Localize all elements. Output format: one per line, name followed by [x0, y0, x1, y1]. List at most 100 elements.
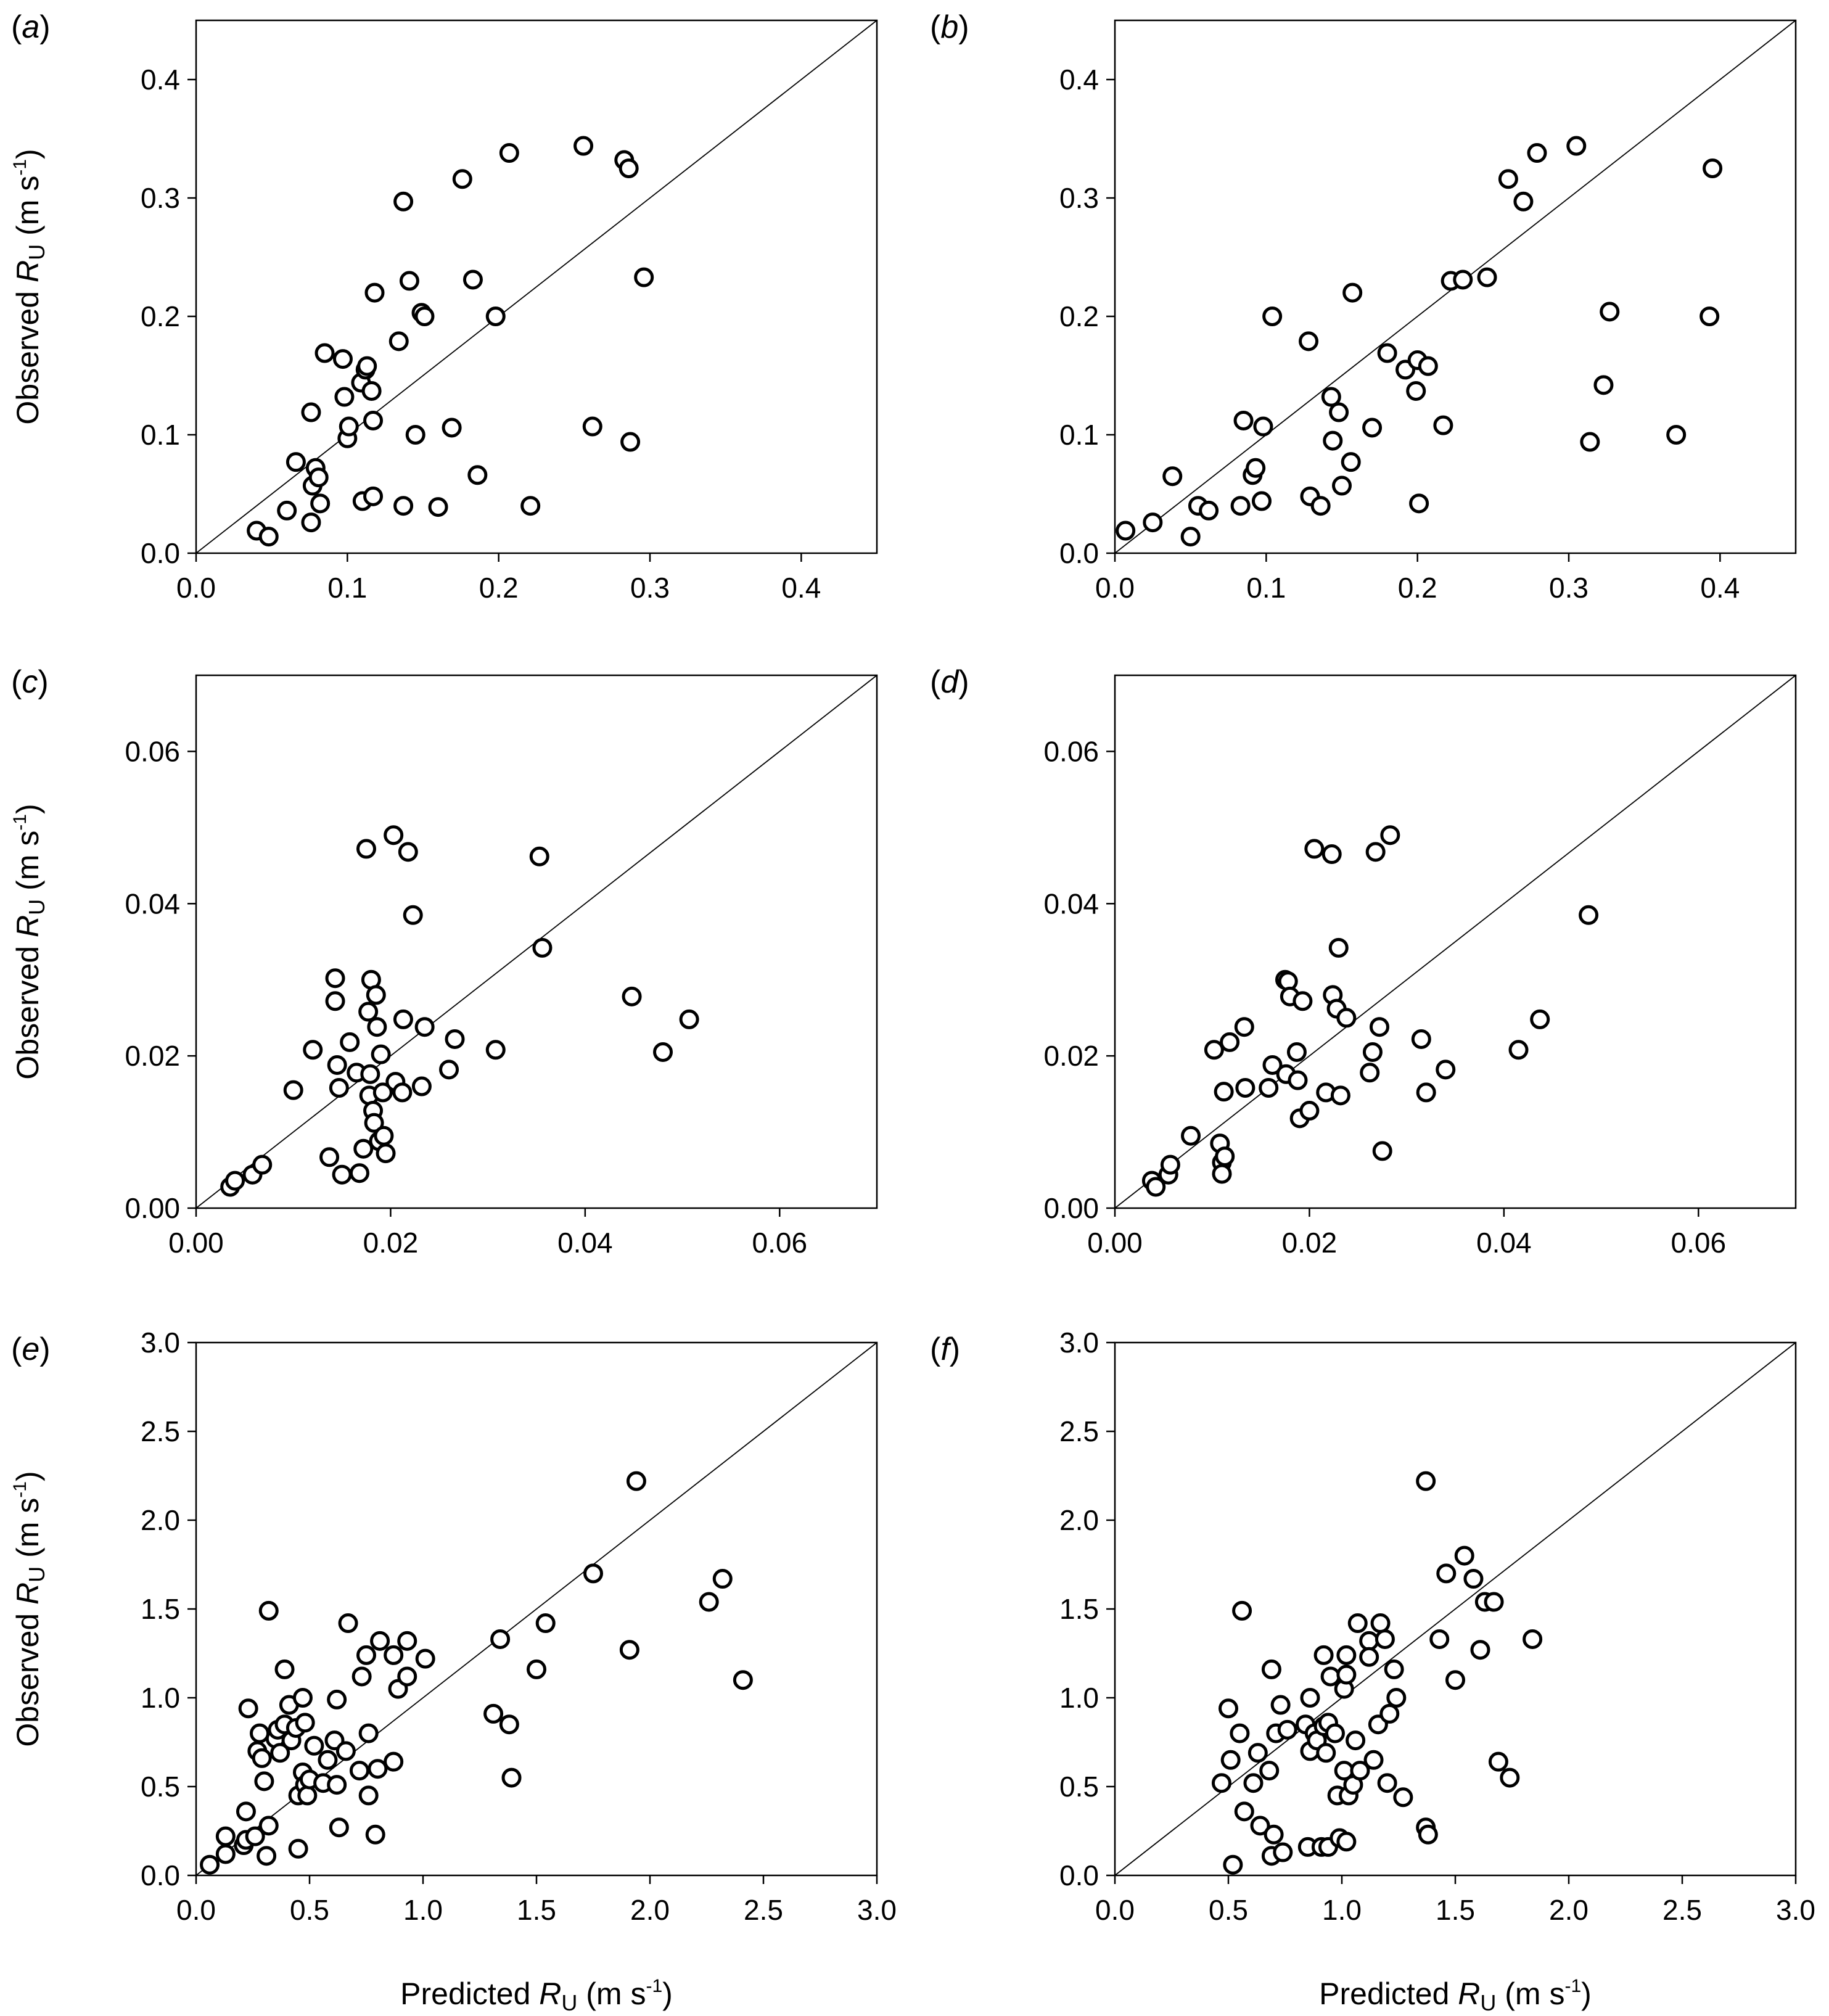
x-tick-label: 0.00 [1087, 1227, 1143, 1259]
data-point [301, 402, 321, 422]
data-point [1593, 375, 1614, 395]
data-point [358, 1785, 379, 1806]
data-point [318, 1750, 338, 1770]
x-tick-label: 0.02 [1282, 1227, 1338, 1259]
data-point [368, 1759, 388, 1779]
x-tick-label: 0.04 [557, 1227, 613, 1259]
data-point [245, 1826, 265, 1846]
data-point [1235, 1077, 1256, 1098]
data-point [301, 512, 321, 533]
data-point [1523, 1629, 1543, 1649]
data-point [295, 1713, 315, 1733]
x-tick-label: 0.04 [1476, 1227, 1532, 1259]
panel-label: (d) [930, 664, 969, 700]
data-point [414, 1017, 435, 1037]
x-tick-label: 3.0 [1776, 1894, 1815, 1926]
data-point [365, 1824, 385, 1845]
data-point [1232, 1600, 1252, 1621]
data-point [1230, 1723, 1250, 1743]
panel-d: 0.00 0.02 0.04 0.06 0.00 0.02 0.04 0.06 (d) [930, 664, 1797, 1259]
data-point [1347, 1613, 1368, 1634]
data-point [329, 1817, 349, 1838]
data-point [334, 387, 355, 407]
x-tick-label: 0.00 [168, 1227, 224, 1259]
y-tick-label: 0.3 [141, 182, 180, 214]
data-point [679, 1009, 699, 1029]
data-point [1488, 1751, 1508, 1772]
data-point [1247, 1743, 1268, 1763]
data-point [270, 1743, 290, 1763]
data-point [308, 467, 329, 488]
x-tick-label: 0.2 [1398, 572, 1437, 604]
data-point [363, 486, 384, 506]
data-point [1508, 1040, 1529, 1060]
data-point [1234, 1017, 1254, 1037]
panel-label: (a) [11, 9, 51, 45]
data-point [1321, 844, 1342, 865]
data-point [1273, 1842, 1293, 1862]
x-tick-label: 0.06 [752, 1227, 808, 1259]
data-point [1379, 1703, 1400, 1724]
data-point [1264, 1824, 1284, 1845]
data-point [325, 991, 345, 1011]
data-point [1484, 1592, 1504, 1612]
data-point [1330, 1085, 1350, 1106]
data-point [1477, 267, 1497, 287]
x-tick-label: 0.4 [1700, 572, 1740, 604]
data-point [274, 1659, 295, 1679]
data-point [415, 1648, 435, 1669]
data-point [1259, 1077, 1279, 1098]
x-tick-label: 1.5 [1436, 1894, 1475, 1926]
data-point [1369, 1017, 1389, 1037]
data-point [403, 905, 423, 925]
x-tick-label: 2.0 [630, 1894, 670, 1926]
one-to-one-line [1114, 675, 1796, 1209]
data-point [485, 1040, 506, 1060]
data-point [1320, 1666, 1341, 1687]
x-tick-label: 0.1 [1246, 572, 1286, 604]
data-point [327, 1055, 347, 1075]
data-point [1580, 432, 1600, 452]
y-tick-label: 2.5 [141, 1415, 180, 1447]
data-point [1429, 1629, 1450, 1649]
data-point [1277, 1719, 1297, 1740]
y-tick-label: 2.0 [141, 1504, 180, 1536]
data-point [1288, 1070, 1308, 1090]
data-point [376, 1143, 396, 1164]
panel-f: 0.0 0.5 1.0 1.5 2.0 2.5 3.0 0.0 0.5 1.0 1.5 2.0 2.5 3… [930, 1327, 1815, 2015]
data-point [1332, 475, 1352, 496]
data-point [1372, 1141, 1392, 1161]
data-point [257, 1846, 277, 1866]
data-point [358, 1723, 379, 1743]
data-point [384, 1645, 404, 1665]
data-point [1146, 1177, 1166, 1197]
y-axis-title: Observed RU (m s-1) [10, 1471, 49, 1747]
data-point [372, 1082, 393, 1103]
data-point [1377, 343, 1397, 363]
panel-label: (f) [930, 1331, 960, 1367]
data-point [1220, 1750, 1241, 1770]
y-tick-label: 0.06 [1043, 735, 1099, 767]
data-point [393, 496, 414, 516]
data-point [1453, 269, 1473, 290]
data-point [439, 1059, 459, 1080]
data-point [529, 846, 549, 866]
data-point [288, 1838, 308, 1859]
y-tick-label: 2.5 [1059, 1415, 1099, 1447]
data-point [319, 1147, 340, 1167]
data-point [1362, 418, 1383, 438]
plot-frame [195, 674, 878, 1209]
data-point [225, 1171, 245, 1191]
x-tick-label: 1.0 [403, 1894, 443, 1926]
data-point [1321, 387, 1341, 407]
x-tick-label: 2.0 [1549, 1894, 1589, 1926]
x-tick-label: 0.0 [1095, 1894, 1135, 1926]
data-point [349, 1761, 369, 1781]
one-to-one-line [195, 20, 878, 554]
data-point [1220, 1032, 1240, 1052]
data-point [332, 349, 353, 369]
y-tick-label: 0.00 [1043, 1192, 1099, 1224]
y-tick-label: 0.02 [1043, 1040, 1099, 1072]
data-point [1199, 500, 1219, 520]
